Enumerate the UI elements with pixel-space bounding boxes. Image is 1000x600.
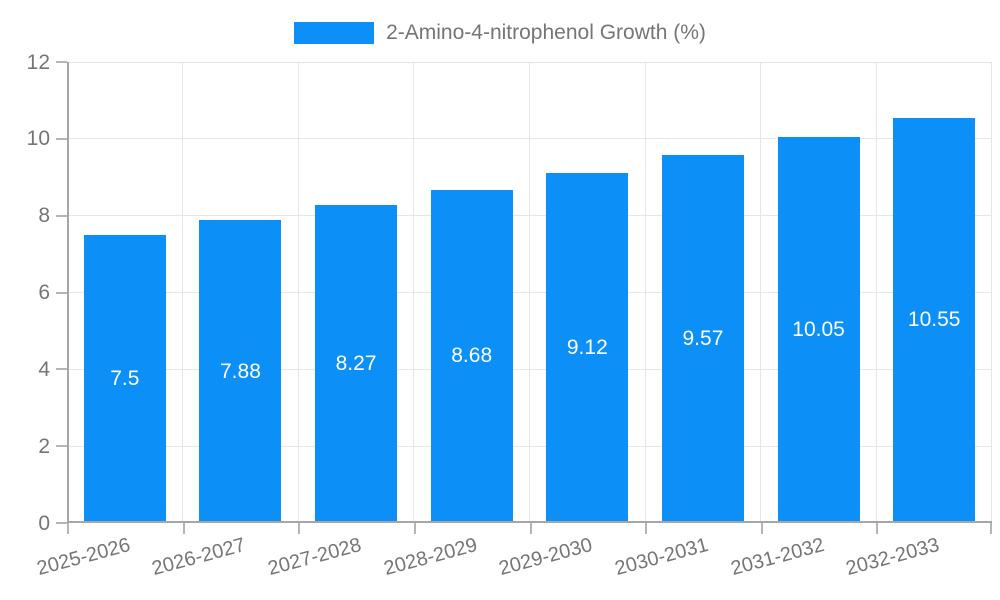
x-axis-tick-mark: [876, 523, 879, 534]
y-axis-tick-mark: [56, 61, 67, 63]
legend-label: 2-Amino-4-nitrophenol Growth (%): [386, 21, 706, 44]
y-axis-tick-label: 12: [26, 50, 50, 74]
x-axis-tick-label: 2025-2026: [34, 534, 133, 581]
bar[interactable]: 7.88: [199, 220, 282, 523]
bar-value-label: 10.55: [907, 308, 961, 332]
y-axis-tick-label: 0: [38, 511, 50, 535]
y-axis-tick-label: 2: [38, 434, 50, 458]
x-axis-tick-label: 2031-2032: [728, 534, 827, 581]
y-axis-tick-label: 4: [38, 357, 50, 381]
y-axis-tick-mark: [56, 137, 67, 140]
y-axis-tick-mark: [56, 445, 67, 448]
y-axis-tick-mark: [56, 214, 67, 217]
x-axis-tick-mark: [413, 523, 416, 534]
bar-value-label: 9.57: [682, 327, 724, 351]
bar-value-label: 7.88: [220, 359, 261, 383]
x-axis-tick-mark: [529, 523, 532, 534]
x-axis-tick-label: 2028-2029: [381, 534, 480, 581]
x-axis-tick-mark: [645, 523, 648, 534]
x-gridline: [529, 62, 530, 523]
y-axis-tick-label: 6: [38, 281, 50, 304]
bar-value-label: 8.68: [451, 344, 493, 368]
y-axis-tick-mark: [56, 291, 67, 294]
bar-value-label: 9.12: [566, 335, 608, 359]
y-axis-tick-mark: [56, 368, 67, 371]
x-axis-tick-label: 2030-2031: [612, 534, 711, 581]
x-axis-tick-mark: [67, 523, 69, 534]
bar[interactable]: 8.68: [430, 189, 513, 523]
bar[interactable]: 9.12: [546, 172, 629, 523]
bar-value-label: 7.5: [110, 366, 140, 390]
legend-swatch: [294, 22, 375, 44]
bar[interactable]: 10.55: [893, 117, 976, 523]
x-gridline: [297, 62, 299, 523]
bar[interactable]: 7.5: [83, 234, 166, 523]
plot-area: 0 2 4 6 8 10 12 7.5 2025-2026 7.88 2026-2027 8.27 20…: [27, 52, 992, 580]
x-axis-line: [67, 521, 992, 523]
x-gridline: [760, 62, 762, 523]
bar[interactable]: 10.05: [777, 136, 860, 523]
x-gridline: [990, 62, 992, 523]
bar-value-label: 8.27: [335, 352, 377, 376]
chart-legend[interactable]: 2-Amino-4-nitrophenol Growth (%): [0, 21, 1000, 45]
x-gridline: [875, 62, 877, 523]
x-axis-tick-mark: [760, 523, 763, 534]
bar[interactable]: 9.57: [661, 155, 744, 523]
x-axis-tick-label: 2029-2030: [496, 534, 596, 581]
y-axis-line: [67, 62, 69, 523]
x-axis-tick-label: 2026-2027: [150, 534, 249, 581]
x-axis-tick-mark: [182, 523, 185, 534]
x-axis-tick-label: 2027-2028: [265, 534, 364, 581]
bar-value-label: 10.05: [792, 317, 845, 341]
bar[interactable]: 8.27: [315, 205, 398, 523]
x-gridline: [413, 62, 415, 523]
x-axis-tick-label: 2032-2033: [843, 534, 942, 581]
y-axis-tick-mark: [56, 522, 67, 524]
y-axis-tick-label: 8: [38, 204, 50, 228]
x-gridline: [644, 62, 646, 523]
x-axis-tick-mark: [298, 523, 301, 534]
x-axis-tick-mark: [990, 523, 992, 534]
y-axis-tick-label: 10: [26, 127, 50, 151]
x-gridline: [182, 62, 184, 523]
